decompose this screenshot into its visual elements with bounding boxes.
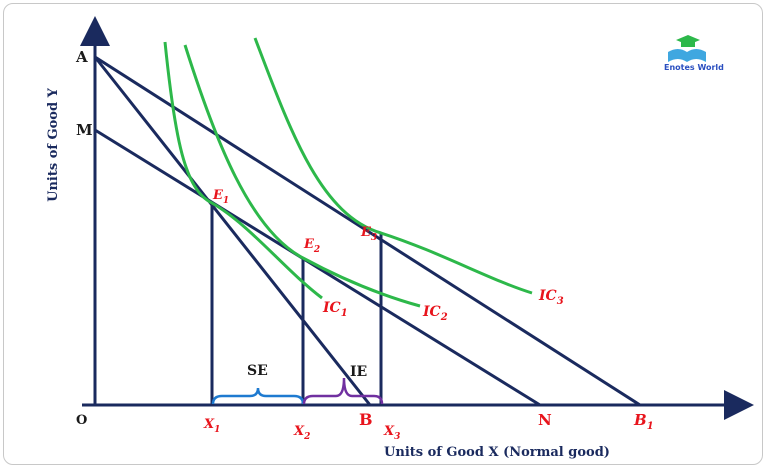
budget-line-AB [93, 56, 372, 406]
x1-label: X1 [203, 417, 220, 435]
ic2-label: IC2 [422, 304, 448, 323]
indifference-curve-3 [253, 37, 533, 295]
point-A-label: A [75, 48, 88, 66]
substitution-effect-label: SE [247, 363, 268, 379]
e1-label: E1 [212, 188, 229, 206]
ic1-label: IC1 [322, 300, 348, 319]
income-effect-brace [302, 377, 384, 405]
budget-line-MN [94, 128, 541, 407]
budget-line-AB1 [94, 55, 641, 407]
ic3-label: IC3 [538, 288, 564, 307]
origin-label: O [76, 413, 87, 428]
frame [3, 3, 763, 465]
point-B-label: B [359, 410, 373, 429]
point-M-label: M [76, 121, 93, 139]
point-B1-label: B1 [633, 411, 654, 432]
e3-label: E3 [360, 225, 377, 243]
substitution-effect-brace [211, 387, 305, 405]
x-axis-label: Units of Good X (Normal good) [384, 445, 610, 460]
indifference-curve-2 [183, 44, 421, 308]
svg-text:Enotes World: Enotes World [664, 63, 724, 72]
point-N-label: N [538, 411, 552, 429]
y-axis-label: Units of Good Y [46, 87, 61, 201]
indifference-curve-1 [163, 41, 323, 300]
e2-label: E2 [303, 237, 320, 255]
enotes-world-logo: Enotes World [664, 35, 724, 72]
x3-label: X3 [383, 424, 400, 442]
income-effect-label: IE [350, 364, 367, 380]
x2-label: X2 [293, 424, 310, 442]
